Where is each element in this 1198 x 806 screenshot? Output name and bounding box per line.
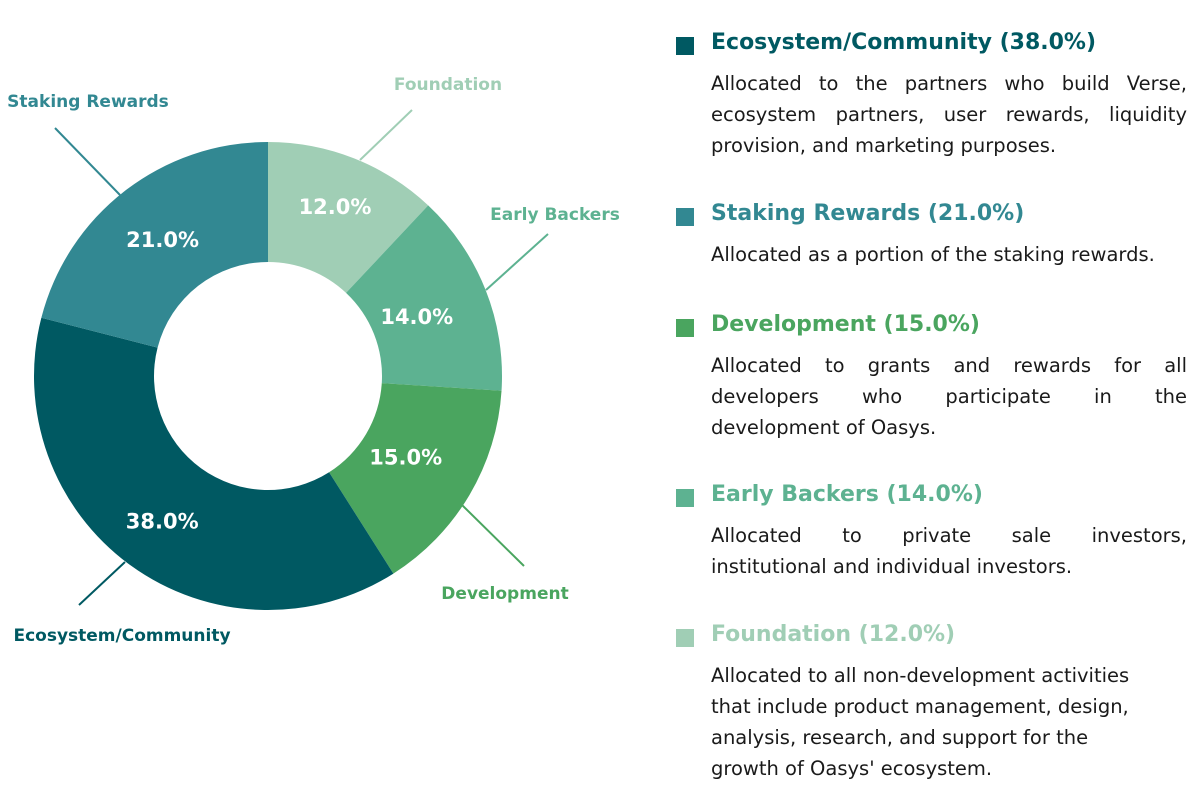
slice-early-backers [346, 205, 503, 391]
callout-labels: Foundation Early Backers Development Ecosys… [7, 75, 620, 646]
legend-description-line: Allocated as a portion of the staking re… [711, 243, 1155, 266]
legend-title-early-backers: Early Backers (14.0%) [711, 482, 983, 507]
callout-ecosystem-community: Ecosystem/Community [13, 626, 230, 646]
legend-title-foundation: Foundation (12.0%) [711, 622, 956, 647]
legend-description-line: Allocated to grants and rewards for all [711, 354, 1187, 377]
slice-foundation [268, 142, 429, 293]
legend-description-staking-rewards: Allocated as a portion of the staking re… [711, 239, 1187, 270]
callout-development: Development [441, 584, 568, 604]
legend-swatch-early-backers [676, 489, 694, 507]
legend-description-line: development of Oasys. [711, 416, 937, 439]
callout-foundation: Foundation [394, 75, 502, 95]
legend-description-development: Allocated to grants and rewards for all … [711, 350, 1187, 443]
legend-description-line: developers who participate in the [711, 385, 1187, 408]
legend-swatch-ecosystem-community [676, 37, 694, 55]
slice-label-staking-rewards: 21.0% [126, 228, 199, 252]
legend-swatch-staking-rewards [676, 208, 694, 226]
donut-slices [33, 142, 503, 611]
slice-ecosystem-community [33, 317, 394, 611]
legend-description-line: Allocated to private sale investors, [711, 524, 1187, 547]
slice-label-early-backers: 14.0% [380, 305, 453, 329]
legend-swatch-foundation [676, 629, 694, 647]
legend-description-line: Allocated to all non-development activit… [711, 664, 1130, 687]
donut-chart: 12.0% 14.0% 15.0% 38.0% 21.0% Foundation Earl… [7, 75, 620, 646]
leader-line-early-backers [485, 233, 549, 291]
slice-development [329, 383, 502, 574]
legend-description-line: ecosystem partners, user rewards, liquid… [711, 103, 1187, 126]
callout-staking-rewards: Staking Rewards [7, 92, 169, 112]
leader-line-development [461, 504, 525, 567]
legend-description-line: Allocated to the partners who build Vers… [711, 72, 1187, 95]
leader-line-foundation [359, 109, 413, 161]
legend-description-early-backers: Allocated to private sale investors, ins… [711, 520, 1187, 582]
legend-description-line: institutional and individual investors. [711, 555, 1073, 578]
leader-line-ecosystem-community [78, 561, 126, 606]
callout-early-backers: Early Backers [490, 205, 620, 225]
legend-title-development: Development (15.0%) [711, 312, 980, 337]
slice-label-foundation: 12.0% [299, 195, 372, 219]
legend-description-line: provision, and marketing purposes. [711, 134, 1057, 157]
leader-line-staking-rewards [54, 127, 121, 196]
legend-description-ecosystem-community: Allocated to the partners who build Vers… [711, 68, 1187, 161]
slice-label-development: 15.0% [369, 445, 442, 469]
slice-label-ecosystem-community: 38.0% [126, 510, 199, 534]
legend-swatch-development [676, 319, 694, 337]
legend-title-staking-rewards: Staking Rewards (21.0%) [711, 201, 1025, 226]
callout-leader-lines [54, 109, 549, 606]
slice-staking-rewards [41, 142, 269, 348]
legend-description-line: growth of Oasys' ecosystem. [711, 757, 993, 780]
slice-percent-labels: 12.0% 14.0% 15.0% 38.0% 21.0% [126, 195, 453, 534]
legend-description-line: analysis, research, and support for the [711, 726, 1089, 749]
legend-title-ecosystem-community: Ecosystem/Community (38.0%) [711, 30, 1097, 55]
legend-description-line: that include product management, design, [711, 695, 1129, 718]
legend-description-foundation: Allocated to all non-development activit… [711, 660, 1187, 784]
